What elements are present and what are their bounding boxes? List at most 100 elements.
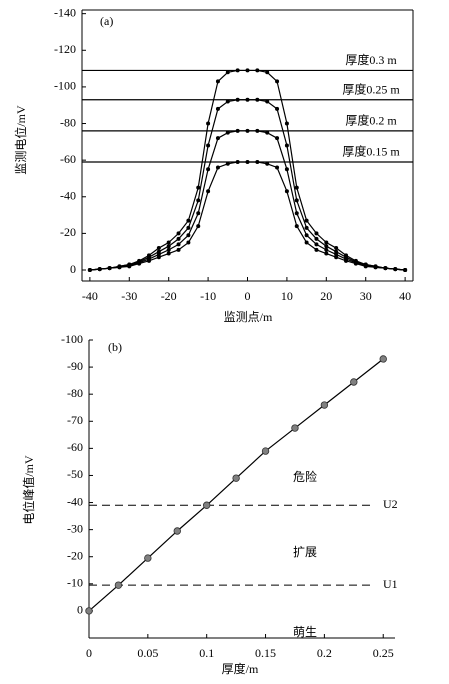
data-point <box>320 401 329 409</box>
x-tick-label: 40 <box>399 289 411 303</box>
data-point <box>334 255 339 260</box>
data-point <box>186 240 191 245</box>
reference-label: 厚度0.25 m <box>342 81 400 96</box>
data-point <box>206 189 211 194</box>
y-tick-label: -20 <box>67 548 83 562</box>
data-point <box>166 247 171 252</box>
x-tick-label: -10 <box>200 289 216 303</box>
data-point <box>255 128 260 133</box>
x-axis-label: 厚度/m <box>222 661 259 676</box>
data-point <box>294 211 299 216</box>
data-point <box>156 252 161 257</box>
y-tick-label: -100 <box>54 79 76 93</box>
x-tick-label: 30 <box>360 289 372 303</box>
data-point <box>324 247 329 252</box>
data-point <box>166 251 171 256</box>
data-point <box>314 236 319 241</box>
y-tick-label: -60 <box>60 152 76 166</box>
data-point <box>196 185 201 190</box>
data-point <box>275 106 280 111</box>
x-tick-label: -30 <box>121 289 137 303</box>
data-point <box>196 198 201 203</box>
data-point <box>97 267 102 272</box>
data-point <box>265 130 270 135</box>
x-tick-label: 0.1 <box>199 646 214 660</box>
data-point <box>284 143 289 148</box>
data-point <box>215 165 220 170</box>
data-point <box>294 224 299 229</box>
data-point <box>284 167 289 172</box>
data-point <box>291 424 299 432</box>
data-point <box>344 258 349 263</box>
data-point <box>393 267 398 272</box>
y-tick-label: -20 <box>60 225 76 239</box>
y-tick-label: -10 <box>67 576 83 590</box>
data-point <box>186 225 191 230</box>
data-point <box>275 165 280 170</box>
data-point <box>353 261 358 266</box>
region-label: 扩展 <box>293 545 317 559</box>
y-tick-label: -70 <box>67 413 83 427</box>
data-point <box>137 261 142 266</box>
x-tick-label: 0.2 <box>317 646 332 660</box>
data-point <box>206 121 211 126</box>
y-tick-label: -80 <box>67 386 83 400</box>
data-point <box>117 265 122 270</box>
data-point <box>166 244 171 249</box>
data-point <box>304 218 309 223</box>
data-point <box>166 240 171 245</box>
data-point <box>265 99 270 104</box>
y-tick-label: -100 <box>61 332 83 346</box>
x-tick-label: 20 <box>320 289 332 303</box>
data-point <box>373 265 378 270</box>
data-point <box>196 211 201 216</box>
x-tick-label: 0 <box>86 646 92 660</box>
data-point <box>176 242 181 247</box>
panel-label: (a) <box>100 14 113 28</box>
data-point <box>350 378 358 386</box>
y-tick-label: 0 <box>77 603 83 617</box>
y-tick-label: -40 <box>60 189 76 203</box>
reference-label: 厚度0.15 m <box>342 144 400 159</box>
data-point <box>284 121 289 126</box>
data-point <box>87 268 92 273</box>
region-label: 危险 <box>293 469 317 484</box>
data-point <box>202 501 211 509</box>
data-point <box>245 97 250 102</box>
data-point <box>284 189 289 194</box>
data-point <box>265 70 270 75</box>
x-tick-label: 0.15 <box>255 646 276 660</box>
data-point <box>235 128 240 133</box>
data-point <box>363 264 368 269</box>
data-point <box>85 607 93 615</box>
y-tick-label: -90 <box>67 359 83 373</box>
data-point <box>304 233 309 238</box>
data-point <box>225 130 230 135</box>
y-axis-label: 监测电位/mV <box>13 105 28 175</box>
data-point <box>225 70 230 75</box>
data-point <box>186 233 191 238</box>
data-point <box>245 128 250 133</box>
data-point <box>324 240 329 245</box>
x-tick-label: -20 <box>161 289 177 303</box>
data-point <box>235 97 240 102</box>
y-axis-label: 电位峰值/mV <box>21 455 36 525</box>
data-point <box>232 474 240 482</box>
data-point <box>334 252 339 257</box>
data-point <box>225 161 230 166</box>
data-point <box>206 167 211 172</box>
data-point <box>173 527 181 535</box>
data-point <box>275 136 280 141</box>
data-point <box>215 106 220 111</box>
y-tick-label: 0 <box>70 262 76 276</box>
data-point <box>245 68 250 73</box>
region-label: 萌生 <box>293 625 317 639</box>
data-point <box>304 225 309 230</box>
data-point <box>235 68 240 73</box>
data-point <box>334 249 339 254</box>
data-point <box>403 268 408 273</box>
y-tick-label: -60 <box>67 440 83 454</box>
data-point <box>225 99 230 104</box>
